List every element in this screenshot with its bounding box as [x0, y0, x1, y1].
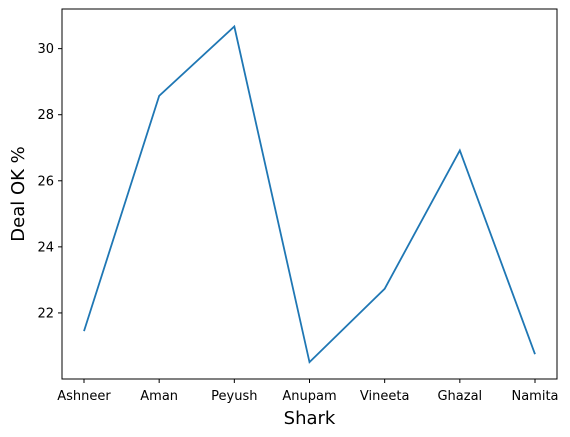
x-tick-label: Anupam [282, 389, 336, 404]
y-axis-ticks: 22 24 26 28 30 [37, 42, 62, 321]
y-tick-label: 30 [37, 42, 54, 57]
y-tick-label: 26 [37, 174, 54, 189]
x-tick-label: Aman [140, 389, 178, 404]
x-tick-label: Ghazal [437, 389, 482, 404]
x-tick-label: Vineeta [360, 389, 410, 404]
y-tick-label: 24 [37, 240, 54, 255]
plot-frame [61, 8, 558, 380]
x-tick-label: Namita [511, 389, 558, 404]
y-tick-label: 22 [37, 306, 54, 321]
x-axis-label: Shark [284, 408, 336, 429]
x-axis-ticks: Ashneer Aman Peyush Anupam Vineeta Ghazal Nami… [57, 379, 559, 404]
x-tick-label: Peyush [211, 389, 257, 404]
x-tick-label: Ashneer [57, 389, 111, 404]
y-tick-label: 28 [37, 108, 54, 123]
y-axis-label: Deal OK % [8, 146, 29, 241]
series-line [83, 24, 536, 364]
